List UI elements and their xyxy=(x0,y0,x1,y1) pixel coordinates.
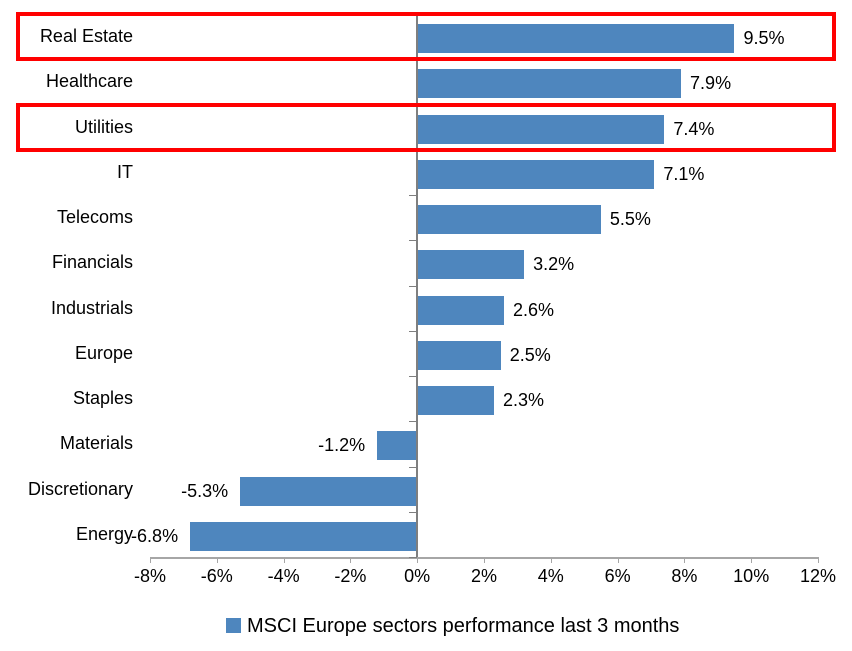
bar xyxy=(417,340,501,370)
x-axis-tick-label: -4% xyxy=(267,566,300,586)
bar xyxy=(417,250,525,280)
x-axis-tick xyxy=(283,557,285,563)
x-axis-tick xyxy=(751,557,753,563)
legend-marker-square xyxy=(226,618,241,633)
category-axis-tick xyxy=(409,466,418,468)
bar-value-label: 3.2% xyxy=(533,254,575,275)
category-axis-tick xyxy=(409,330,418,332)
bar xyxy=(417,69,682,99)
x-axis-tick-label: -8% xyxy=(133,566,166,586)
category-label: Staples xyxy=(72,388,133,409)
x-axis-tick xyxy=(550,557,552,563)
x-axis-tick-label: -2% xyxy=(334,566,367,586)
category-axis-tick xyxy=(409,195,418,196)
bar-value-label: 7.1% xyxy=(663,163,705,184)
bar xyxy=(240,476,418,506)
x-axis-tick-label: 10% xyxy=(733,566,770,586)
x-axis-tick xyxy=(684,557,686,563)
x-axis-tick xyxy=(150,557,151,563)
category-label: Telecoms xyxy=(56,207,133,228)
category-label: Europe xyxy=(74,342,133,363)
bar-value-label: 7.4% xyxy=(673,118,715,139)
bar xyxy=(417,295,505,325)
bar xyxy=(417,114,665,144)
category-axis-tick xyxy=(409,240,418,242)
bar-value-label: 7.9% xyxy=(690,73,732,94)
legend: MSCI Europe sectors performance last 3 m… xyxy=(0,610,852,642)
category-label: Materials xyxy=(59,433,133,454)
highlight-box xyxy=(16,12,836,62)
category-label: IT xyxy=(117,161,133,182)
x-axis-tick-label: 6% xyxy=(604,566,631,586)
category-axis-tick xyxy=(409,421,418,423)
bar-value-label: 2.5% xyxy=(509,344,551,365)
x-axis-tick xyxy=(617,557,619,563)
category-label: Energy xyxy=(75,523,133,544)
bar xyxy=(417,386,494,415)
bar-value-label: 2.6% xyxy=(513,299,555,320)
x-axis-tick xyxy=(417,557,419,563)
x-axis-tick-label: 0% xyxy=(404,566,431,586)
bar-value-label: 5.5% xyxy=(609,209,651,229)
bar-value-label: -6.8% xyxy=(131,525,179,546)
bar-value-label: 2.3% xyxy=(503,390,545,410)
x-axis-tick-label: 8% xyxy=(671,566,698,586)
x-axis-tick xyxy=(818,557,819,563)
category-label: Utilities xyxy=(74,116,133,137)
category-label: Real Estate xyxy=(39,26,133,47)
x-axis-tick-label: 4% xyxy=(537,566,564,586)
category-axis-tick xyxy=(409,285,418,287)
x-axis-tick xyxy=(484,557,485,563)
bar xyxy=(417,159,655,189)
x-axis-tick xyxy=(350,557,352,563)
category-label: Discretionary xyxy=(27,478,133,499)
category-label: Financials xyxy=(51,252,133,273)
legend-label: MSCI Europe sectors performance last 3 m… xyxy=(247,614,680,637)
x-axis-tick-label: 12% xyxy=(799,566,837,586)
bar-value-label: -5.3% xyxy=(181,480,229,501)
category-axis-tick xyxy=(409,511,418,513)
bar xyxy=(417,24,735,53)
category-axis-tick xyxy=(409,557,418,558)
category-label: Industrials xyxy=(50,297,133,318)
bar xyxy=(417,205,601,234)
highlight-box xyxy=(16,102,836,152)
bar-value-label: 9.5% xyxy=(743,28,785,48)
x-axis-tick-label: 2% xyxy=(470,566,497,586)
x-axis-tick-label: -6% xyxy=(200,566,233,586)
bar xyxy=(377,431,418,461)
bar xyxy=(190,521,418,551)
bar-value-label: -1.2% xyxy=(318,435,366,456)
x-axis-tick xyxy=(216,557,218,563)
category-axis-tick xyxy=(409,376,418,377)
category-label: Healthcare xyxy=(45,71,133,92)
